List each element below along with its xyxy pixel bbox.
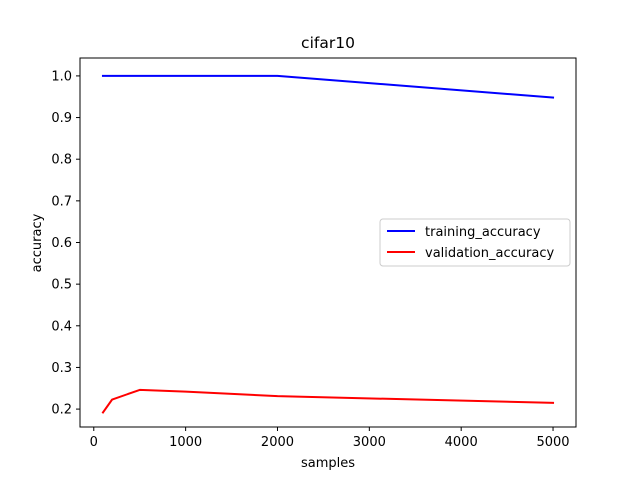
y-tick-label: 1.0: [51, 69, 72, 84]
y-tick-label: 0.5: [51, 278, 72, 293]
y-tick-label: 0.2: [51, 403, 72, 418]
y-tick-label: 0.6: [51, 236, 72, 251]
x-axis: 0 1000 2000 3000 4000 5000: [90, 427, 570, 450]
x-tick-label: 0: [90, 435, 98, 450]
x-tick-label: 5000: [536, 435, 569, 450]
series-lines: [101, 74, 555, 414]
y-axis: 0.2 0.3 0.4 0.5 0.6 0.7 0.8 0.9 1.0: [51, 69, 80, 418]
series-line-training-accuracy: [101, 74, 555, 99]
x-tick-label: 4000: [445, 435, 478, 450]
y-tick-label: 0.8: [51, 153, 72, 168]
y-tick-label: 0.3: [51, 361, 72, 376]
y-tick-label: 0.4: [51, 319, 72, 334]
y-tick-label: 0.9: [51, 111, 72, 126]
legend-box: [379, 218, 571, 267]
x-tick-label: 2000: [261, 435, 294, 450]
legend: training_accuracy validation_accuracy: [379, 218, 571, 267]
x-tick-label: 3000: [353, 435, 386, 450]
series-line-validation-accuracy: [101, 388, 555, 414]
x-tick-label: 1000: [169, 435, 202, 450]
y-tick-label: 0.7: [51, 194, 72, 209]
x-axis-label: samples: [301, 456, 355, 471]
legend-label-validation-accuracy: validation_accuracy: [425, 246, 554, 261]
y-axis-label: accuracy: [30, 213, 45, 272]
chart-title: cifar10: [301, 34, 355, 52]
legend-label-training-accuracy: training_accuracy: [425, 225, 541, 240]
